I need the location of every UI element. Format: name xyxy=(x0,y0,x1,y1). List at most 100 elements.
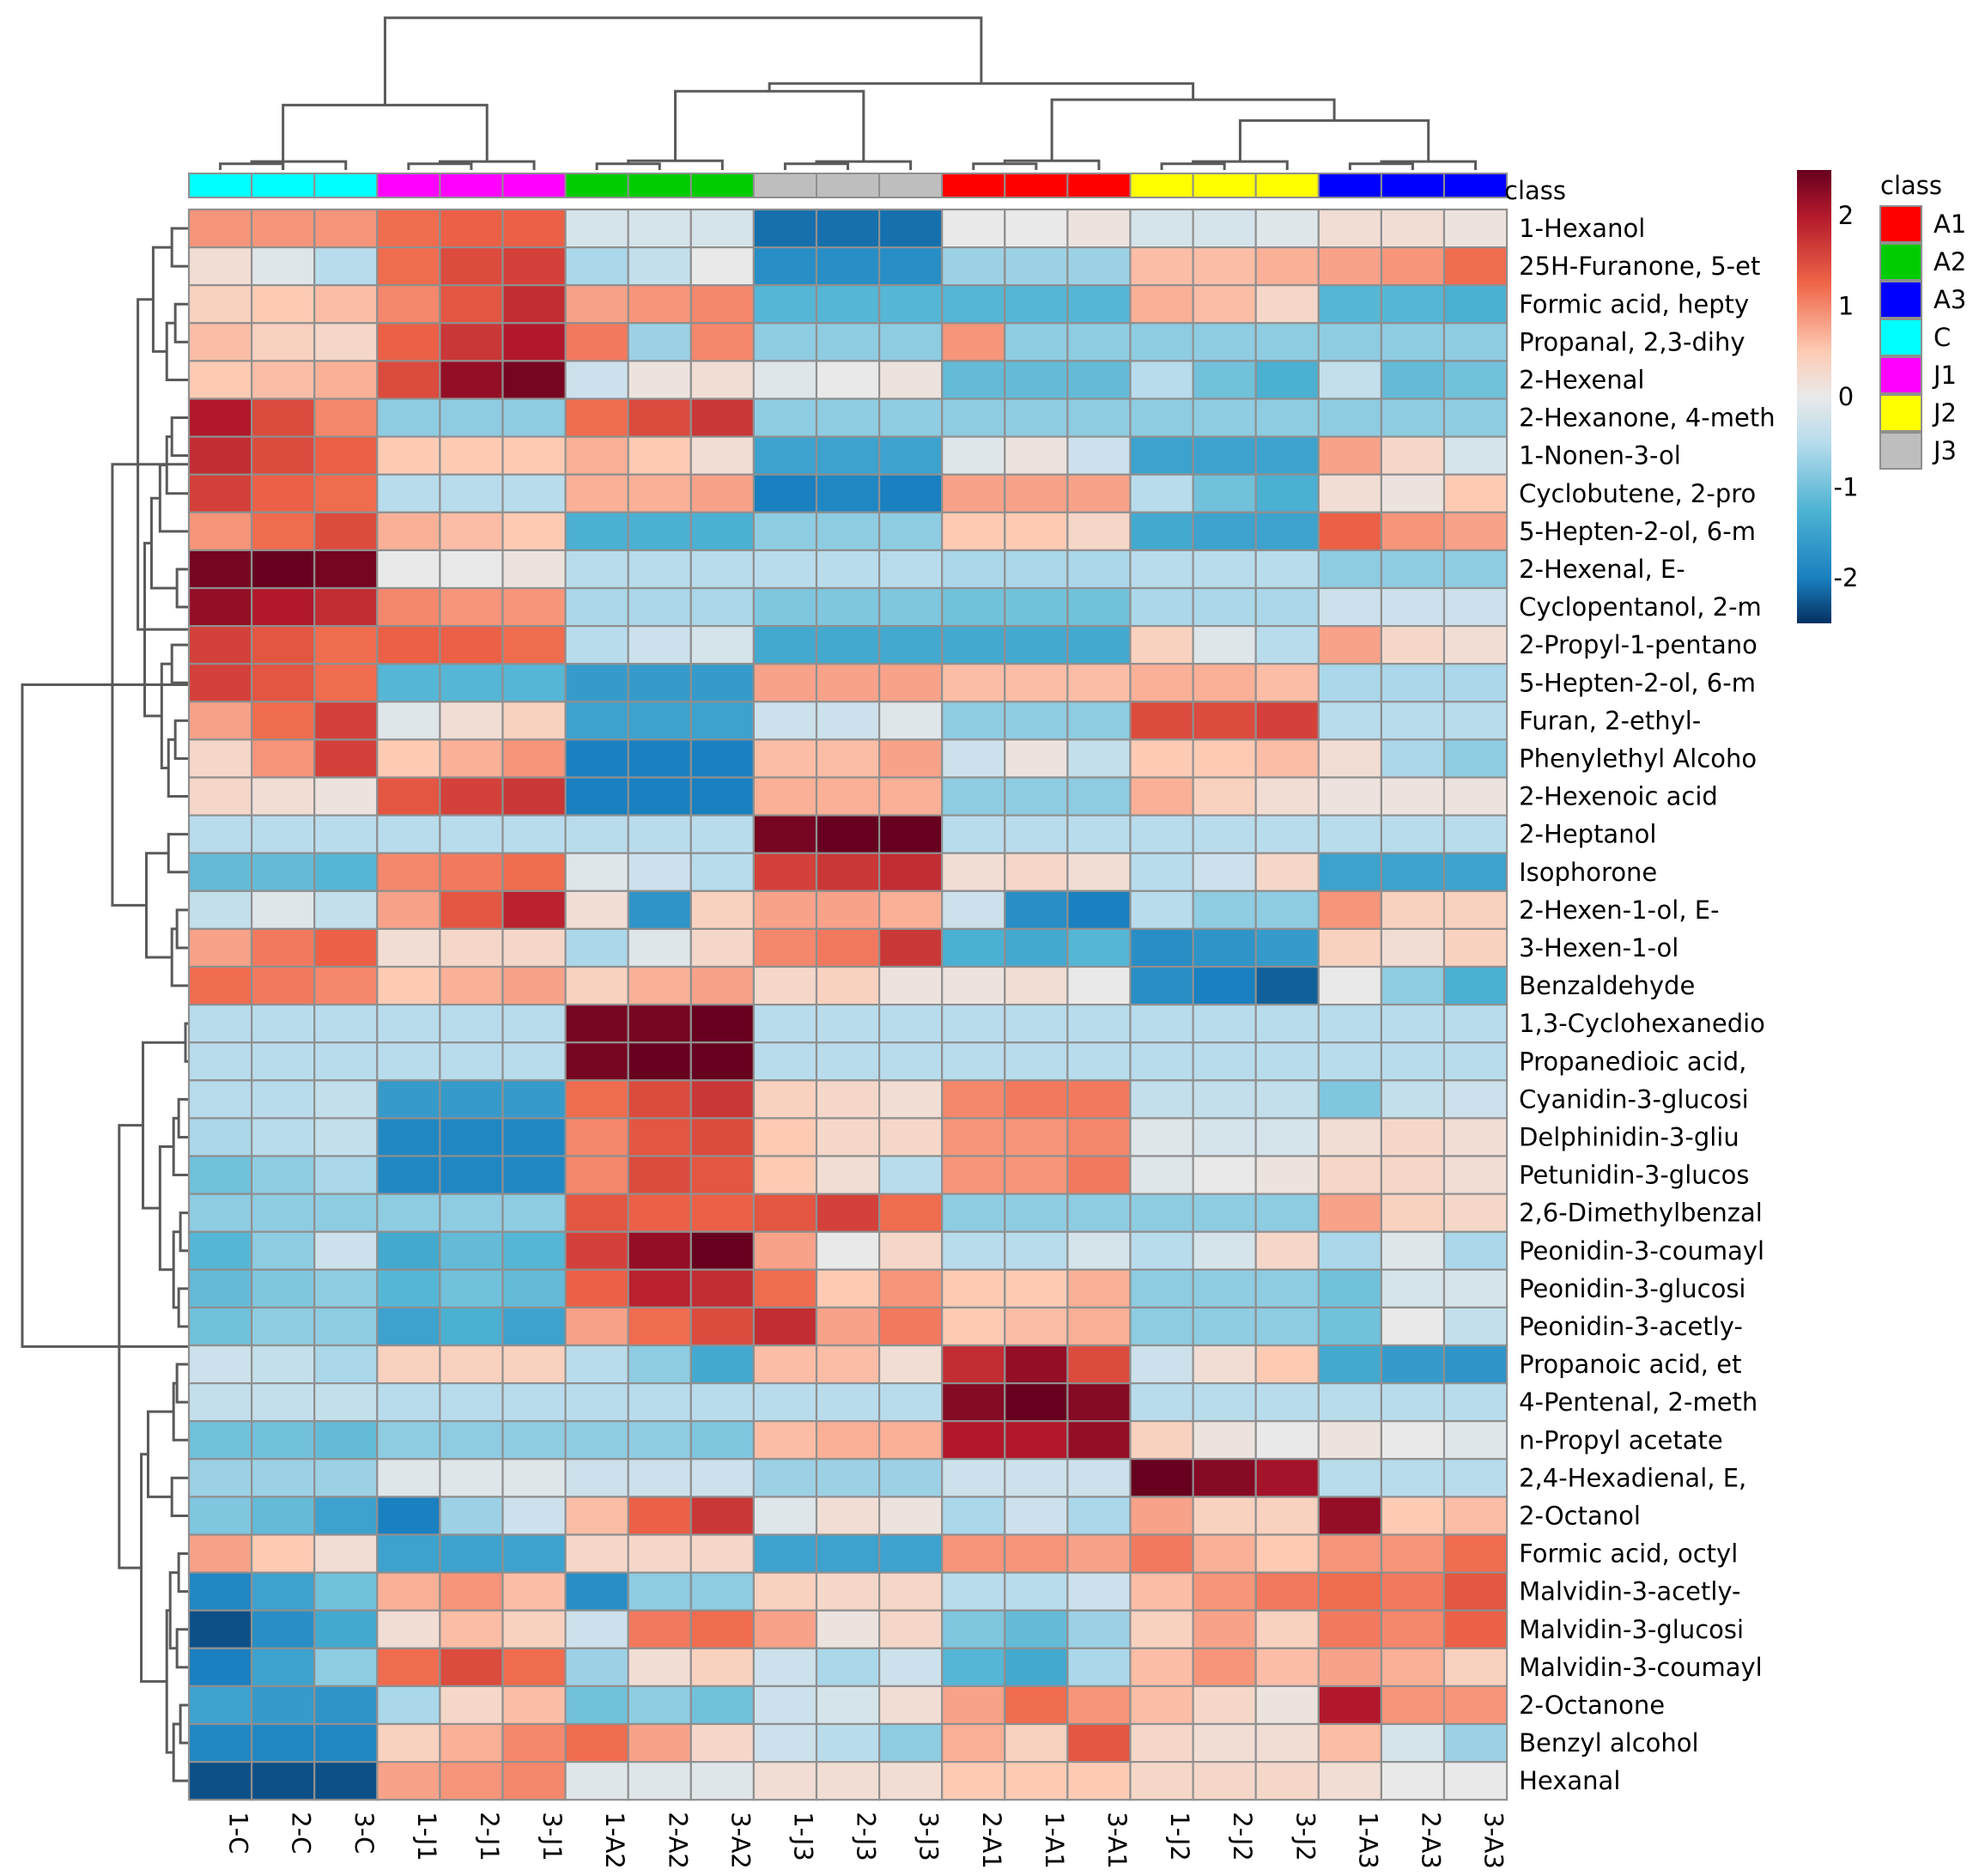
heatmap-cell xyxy=(1129,927,1194,968)
heatmap-cell xyxy=(627,1647,692,1688)
heatmap-cell xyxy=(1317,435,1383,476)
heatmap-cell xyxy=(1254,624,1320,665)
heatmap-cell xyxy=(627,1761,692,1801)
heatmap-cell xyxy=(627,435,692,476)
heatmap-cell xyxy=(1442,284,1509,325)
heatmap-cell xyxy=(689,284,755,325)
heatmap-cell xyxy=(564,208,629,249)
heatmap-cell xyxy=(187,511,253,551)
heatmap-cell xyxy=(187,1079,253,1120)
heatmap-cell xyxy=(501,1609,567,1649)
heatmap-cell xyxy=(313,1381,379,1423)
row-dendrogram-branch xyxy=(21,683,189,1348)
heatmap-cell xyxy=(1192,246,1257,287)
heatmap-cell xyxy=(752,776,818,817)
heatmap-cell xyxy=(627,1496,692,1536)
heatmap-cell xyxy=(1129,284,1194,325)
heatmap-cell xyxy=(501,814,567,854)
heatmap-cell xyxy=(1004,889,1069,931)
heatmap-cell xyxy=(564,1458,629,1498)
heatmap-cell xyxy=(1192,965,1257,1006)
heatmap-cell xyxy=(313,776,379,817)
heatmap-cell xyxy=(877,889,944,931)
heatmap-cell xyxy=(1129,1761,1194,1801)
heatmap-cell xyxy=(439,511,504,551)
class-bar-cell xyxy=(816,173,881,198)
heatmap-cell xyxy=(627,927,692,968)
column-label: 2-A3 xyxy=(1416,1812,1445,1869)
heatmap-cell xyxy=(941,1420,1006,1460)
heatmap-cell xyxy=(439,1155,504,1195)
heatmap-cell xyxy=(501,1685,567,1726)
heatmap-cell xyxy=(1192,1344,1257,1385)
heatmap-cell xyxy=(251,1647,316,1688)
heatmap-cell xyxy=(376,511,441,551)
heatmap-cell xyxy=(1004,473,1069,513)
heatmap-cell xyxy=(1317,889,1383,931)
heatmap-cell xyxy=(187,322,253,362)
heatmap-cell xyxy=(1254,1381,1320,1423)
heatmap-cell xyxy=(313,1041,379,1082)
heatmap-cell xyxy=(689,1041,755,1082)
heatmap-cell xyxy=(877,1571,944,1612)
heatmap-cell xyxy=(1129,1685,1194,1726)
heatmap-cell xyxy=(1442,889,1509,931)
heatmap-cell xyxy=(1192,1155,1257,1195)
class-bar-cell xyxy=(627,173,692,198)
heatmap-cell xyxy=(376,549,441,590)
heatmap-cell xyxy=(313,246,379,287)
heatmap-cell xyxy=(627,586,692,628)
heatmap-cell xyxy=(313,738,379,779)
heatmap-cell xyxy=(877,1306,944,1347)
heatmap-cell xyxy=(941,1193,1006,1233)
heatmap-cell xyxy=(1192,1230,1257,1271)
heatmap-cell xyxy=(313,586,379,628)
heatmap-cell xyxy=(439,624,504,665)
heatmap-cell xyxy=(564,1685,629,1726)
heatmap-cell xyxy=(1442,1306,1509,1347)
heatmap-cell xyxy=(1317,1381,1383,1423)
heatmap-cell xyxy=(439,852,504,892)
heatmap-cell xyxy=(1442,473,1509,513)
heatmap-cell xyxy=(1192,1268,1257,1309)
heatmap-cell xyxy=(313,814,379,854)
heatmap-cell xyxy=(877,738,944,779)
heatmap-cell xyxy=(313,1496,379,1536)
heatmap-cell xyxy=(1254,1496,1320,1536)
heatmap-cell xyxy=(877,852,944,892)
heatmap-cell xyxy=(941,852,1006,892)
heatmap-cell xyxy=(627,1193,692,1233)
heatmap-cell xyxy=(1380,965,1446,1006)
heatmap-cell xyxy=(752,1647,818,1688)
heatmap-cell xyxy=(187,1685,253,1726)
heatmap-cell xyxy=(1254,889,1320,931)
heatmap-cell xyxy=(251,1381,316,1423)
heatmap-cell xyxy=(1004,1079,1069,1120)
row-label: Cyclobutene, 2-pro xyxy=(1519,479,1756,508)
heatmap-cell xyxy=(941,1155,1006,1195)
heatmap-cell xyxy=(313,1458,379,1498)
heatmap-cell xyxy=(501,1761,567,1801)
heatmap-cell xyxy=(752,1533,818,1574)
heatmap-cell xyxy=(1380,663,1446,703)
heatmap-cell xyxy=(1317,1344,1383,1385)
heatmap-cell xyxy=(627,852,692,892)
heatmap-cell xyxy=(1066,1496,1132,1536)
heatmap-cell xyxy=(1380,398,1446,438)
heatmap-cell xyxy=(815,1496,881,1536)
heatmap-cell xyxy=(439,360,504,400)
column-label: 3-J3 xyxy=(914,1812,944,1861)
heatmap-cell xyxy=(501,435,567,476)
heatmap-cell xyxy=(941,284,1006,325)
heatmap-cell xyxy=(941,1458,1006,1498)
heatmap-cell xyxy=(1317,549,1383,590)
heatmap-cell xyxy=(439,1117,504,1157)
heatmap-cell xyxy=(439,1722,504,1764)
heatmap-cell xyxy=(376,473,441,513)
heatmap-cell xyxy=(251,1722,316,1764)
heatmap-cell xyxy=(1129,473,1194,513)
heatmap-cell xyxy=(501,1722,567,1764)
heatmap-cell xyxy=(1254,1155,1320,1195)
legend-label: A1 xyxy=(1933,209,1966,239)
